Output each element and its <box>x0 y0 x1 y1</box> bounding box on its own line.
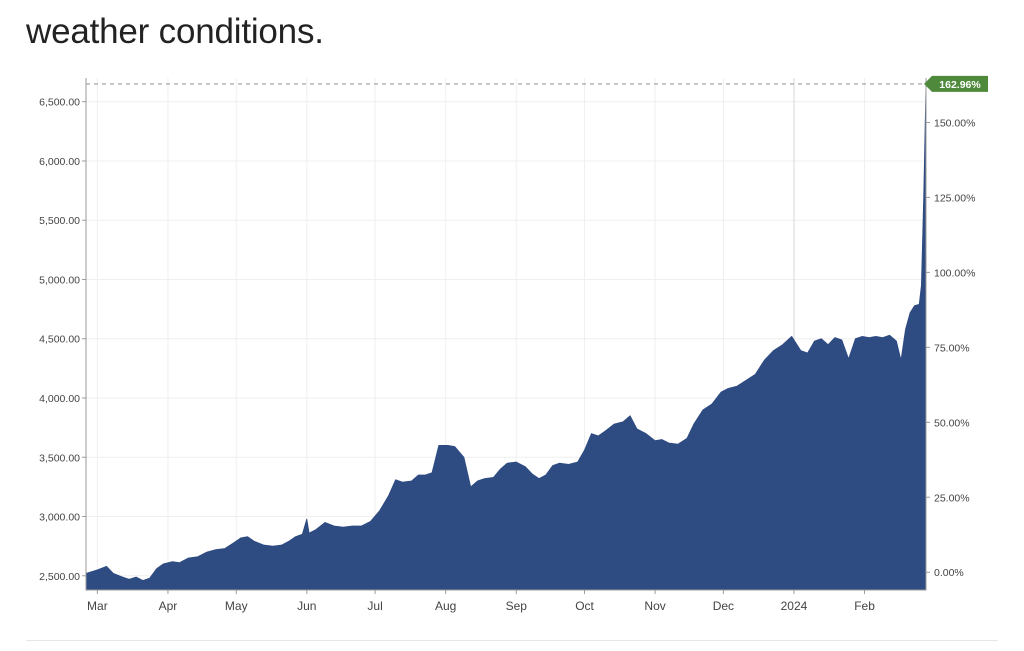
y-axis-right: 0.00% 25.00% 50.00% 75.00% 100.00% 125.00% 150… <box>926 117 975 579</box>
pct-tick-label: 125.00% <box>934 192 975 204</box>
x-tick-label: Nov <box>644 599 665 613</box>
y-tick-label: 6,500.00 <box>39 97 80 109</box>
x-tick-label: Oct <box>575 599 594 613</box>
y-tick-label: 5,000.00 <box>39 274 80 286</box>
pct-tick-label: 100.00% <box>934 267 975 279</box>
y-tick-label: 4,000.00 <box>39 393 80 405</box>
y-tick-label: 6,000.00 <box>39 156 80 168</box>
y-tick-label: 5,500.00 <box>39 215 80 227</box>
y-tick-label: 2,500.00 <box>39 571 80 583</box>
x-tick-label: Aug <box>435 599 456 613</box>
x-tick-label: Jul <box>367 599 382 613</box>
x-tick-label: Sep <box>506 599 528 613</box>
x-tick-label: Feb <box>854 599 875 613</box>
axes <box>85 78 927 591</box>
x-tick-label: Dec <box>713 599 734 613</box>
pct-tick-label: 0.00% <box>934 567 964 579</box>
last-value-indicator: 162.96% <box>86 75 988 92</box>
x-tick-label: Jun <box>297 599 316 613</box>
area-layer <box>85 83 927 591</box>
series-area <box>85 83 927 591</box>
last-value-badge <box>924 75 988 92</box>
last-value-label: 162.96% <box>939 79 981 91</box>
y-tick-label: 3,500.00 <box>39 452 80 464</box>
pct-tick-label: 150.00% <box>934 117 975 129</box>
page-heading: weather conditions. <box>26 12 324 51</box>
y-tick-label: 4,500.00 <box>39 334 80 346</box>
pct-tick-label: 25.00% <box>934 492 970 504</box>
y-tick-label: 3,000.00 <box>39 512 80 524</box>
x-tick-label: Apr <box>159 599 178 613</box>
x-tick-label: May <box>225 599 248 613</box>
x-tick-label: Mar <box>87 599 108 613</box>
pct-tick-label: 75.00% <box>934 342 970 354</box>
x-tick-label: 2024 <box>781 599 808 613</box>
x-axis: Mar Apr May Jun Jul Aug Sep Oct Nov Dec 2024 Feb <box>87 590 875 613</box>
y-axis-left: 2,500.00 3,000.00 3,500.00 4,000.00 4,500.00… <box>39 97 86 583</box>
divider <box>26 640 998 641</box>
pct-tick-label: 50.00% <box>934 417 970 429</box>
